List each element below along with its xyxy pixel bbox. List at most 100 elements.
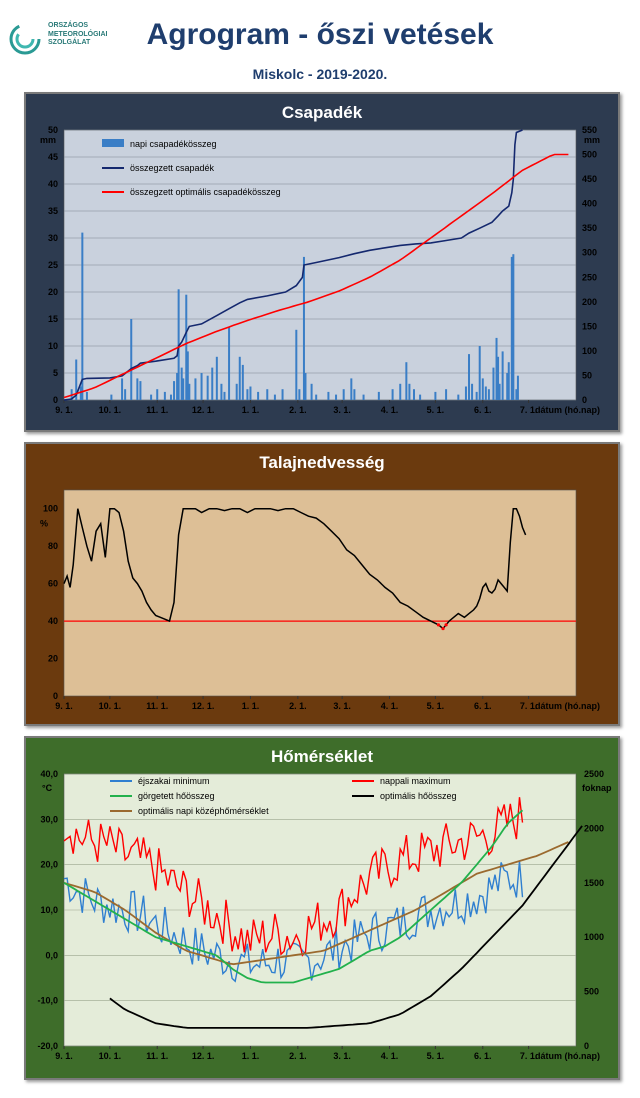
- panel-title: Hőmérséklet: [271, 747, 373, 766]
- daily-precip-bar: [481, 378, 484, 400]
- daily-precip-bar: [304, 373, 307, 400]
- legend-label-tmin: éjszakai minimum: [138, 776, 210, 786]
- x-tick-label: 2. 1.: [289, 701, 307, 711]
- x-tick-label: 9. 1.: [55, 405, 73, 415]
- daily-precip-bar: [228, 327, 231, 400]
- x-tick-label: 9. 1.: [55, 701, 73, 711]
- y-left-tick-label: 10: [48, 341, 58, 351]
- temperature-panel: Hőmérséklet -20,0 -10,0 0,0 10,0 20,0 30,0 40,0…: [24, 736, 620, 1080]
- daily-precip-bar: [495, 337, 498, 400]
- daily-precip-bar: [302, 256, 305, 400]
- x-tick-label: 7. 1.: [520, 405, 538, 415]
- x-tick-label: 5. 1.: [427, 701, 445, 711]
- daily-precip-bar: [188, 383, 191, 400]
- daily-precip-bar: [350, 378, 353, 400]
- legend-swatch-daily: [102, 139, 124, 147]
- legend-label-cumulative: összegzett csapadék: [130, 163, 215, 173]
- y-right-tick-label: 100: [582, 346, 597, 356]
- y-right-tick-label: 400: [582, 199, 597, 209]
- precipitation-chart: Csapadék05101520253035404550050100150200…: [26, 94, 618, 430]
- daily-precip-bar: [81, 232, 84, 400]
- daily-precip-bar: [235, 383, 238, 400]
- daily-precip-bar: [194, 378, 197, 400]
- legend-label-optimal-mean: optimális napi középhőmérséklet: [138, 806, 269, 816]
- daily-precip-bar: [121, 378, 124, 400]
- y-tick-label: 100: [43, 504, 58, 514]
- y-left-tick-label: -10,0: [37, 996, 58, 1006]
- y-unit: %: [40, 519, 48, 529]
- daily-precip-bar: [110, 394, 113, 400]
- x-tick-label: 7. 1.: [520, 701, 538, 711]
- y-left-tick-label: 15: [48, 314, 58, 324]
- logo-line-1: ORSZÁGOS: [48, 22, 89, 29]
- daily-precip-bar: [457, 394, 460, 400]
- daily-precip-bar: [315, 394, 318, 400]
- daily-precip-bar: [136, 378, 139, 400]
- y-right-unit: foknap: [582, 783, 612, 793]
- y-right-unit: mm: [584, 135, 600, 145]
- y-right-tick-label: 450: [582, 174, 597, 184]
- y-left-tick-label: 0,0: [45, 950, 58, 960]
- y-left-tick-label: 20: [48, 287, 58, 297]
- y-right-tick-label: 500: [584, 987, 599, 997]
- omsz-logo-icon: [9, 23, 41, 55]
- y-right-tick-label: 1500: [584, 878, 604, 888]
- x-tick-label: 10. 1.: [99, 405, 122, 415]
- daily-precip-bar: [464, 386, 467, 400]
- y-tick-label: 60: [48, 579, 58, 589]
- y-left-tick-label: 20,0: [40, 860, 58, 870]
- x-tick-label: 11. 1.: [146, 701, 168, 711]
- optimal-mean-line: [63, 841, 569, 966]
- rolling-heat-line: [63, 809, 524, 984]
- optimal-cumulative-line: [63, 153, 569, 399]
- daily-precip-bar: [362, 394, 365, 400]
- daily-precip-bar: [257, 391, 260, 400]
- page-title: Agrogram - őszi vetések: [146, 18, 494, 51]
- legend-label-optimal: összegzett optimális csapadékösszeg: [130, 187, 281, 197]
- y-right-tick-label: 250: [582, 272, 597, 282]
- y-tick-label: 80: [48, 541, 58, 551]
- daily-precip-bar: [238, 356, 241, 400]
- daily-precip-bar: [206, 375, 209, 400]
- daily-precip-bar: [163, 391, 166, 400]
- x-tick-label: 7. 1.: [520, 1051, 538, 1061]
- daily-precip-bar: [412, 389, 415, 400]
- y-left-tick-label: 10,0: [40, 905, 58, 915]
- x-tick-label: 11. 1.: [146, 405, 168, 415]
- x-tick-label: 3. 1.: [333, 405, 351, 415]
- y-right-tick-label: 50: [582, 370, 592, 380]
- y-right-tick-label: 2000: [584, 823, 604, 833]
- soil-moisture-chart: Talajnedvesség 0 20 40 60 80 100% 9. 1. 10. 1. 11…: [26, 444, 618, 724]
- daily-precip-bar: [497, 356, 500, 400]
- daily-precip-bar: [177, 289, 180, 400]
- daily-precip-bar: [266, 389, 269, 400]
- daily-precip-bar: [327, 391, 330, 400]
- daily-precip-bar: [405, 362, 408, 400]
- daily-precip-bar: [471, 383, 474, 400]
- x-tick-label: 5. 1.: [427, 405, 445, 415]
- y-left-tick-label: 30,0: [40, 814, 58, 824]
- x-tick-label: 2. 1.: [289, 405, 307, 415]
- x-tick-label: 10. 1.: [99, 1051, 122, 1061]
- daily-precip-bar: [391, 389, 394, 400]
- x-tick-label: 10. 1.: [99, 701, 122, 711]
- y-tick-label: 40: [48, 616, 58, 626]
- daily-precip-bar: [200, 373, 203, 400]
- legend-label-daily: napi csapadékösszeg: [130, 139, 217, 149]
- soil-moisture-line: [63, 507, 527, 630]
- daily-precip-bar: [516, 375, 519, 400]
- daily-precip-bar: [185, 294, 188, 400]
- y-left-tick-label: 45: [48, 152, 58, 162]
- daily-precip-bar: [512, 254, 515, 400]
- daily-precip-bar: [492, 367, 495, 400]
- daily-precip-bar: [139, 381, 142, 400]
- daily-precip-bar: [130, 319, 133, 400]
- y-left-tick-label: 50: [48, 125, 58, 135]
- daily-precip-bar: [295, 329, 298, 400]
- cumulative-precip-line: [63, 129, 523, 401]
- daily-precip-bar: [241, 364, 244, 400]
- daily-precip-bar: [498, 383, 501, 400]
- x-tick-label: 4. 1.: [381, 405, 399, 415]
- daily-precip-bar: [173, 381, 176, 400]
- y-left-tick-label: -20,0: [37, 1041, 58, 1051]
